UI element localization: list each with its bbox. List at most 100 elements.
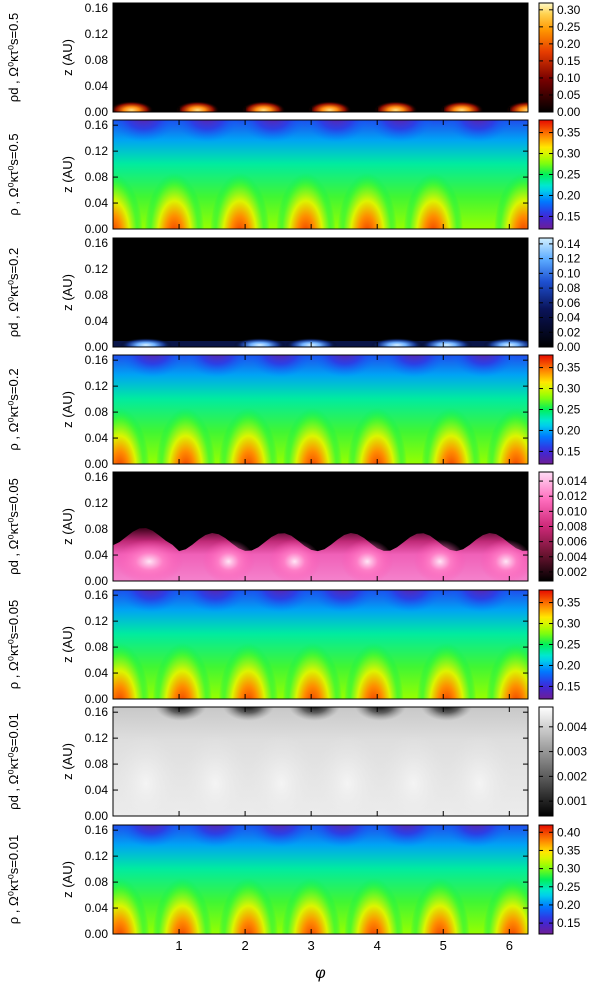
x-tick-label: 3 <box>308 938 315 953</box>
dust-peak <box>241 101 286 112</box>
density-peak <box>152 878 213 934</box>
colorbar-tick-label: 0.40 <box>557 825 581 839</box>
heatmap-2 <box>113 120 528 229</box>
density-trough <box>442 825 510 847</box>
y-tick-label: 0.04 <box>85 783 109 797</box>
y-tick-label: 0.04 <box>85 666 109 680</box>
colorbar-tick-label: 0.35 <box>557 843 581 857</box>
x-tick-label: 6 <box>506 938 513 953</box>
density-trough <box>117 590 185 612</box>
colorbar-tick-label: 0.25 <box>557 880 581 894</box>
colorbar-tick-label: 0.10 <box>557 71 581 85</box>
colorbar-tick-label: 0.15 <box>557 54 581 68</box>
y-tick-label: 0.08 <box>85 53 109 67</box>
colorbar-tick-label: 0.15 <box>557 916 581 930</box>
y-tick-label: 0.12 <box>85 262 109 276</box>
y-tick-label: 0.04 <box>85 196 109 210</box>
y-tick-label: 0.08 <box>85 288 109 302</box>
density-peak <box>486 643 528 699</box>
density-trough <box>113 120 178 142</box>
dust-peak <box>120 338 173 347</box>
colorbar-tick-label: 0.06 <box>557 296 581 310</box>
y-tick-label: 0.08 <box>85 640 109 654</box>
y-tick-label: 0.00 <box>85 457 109 471</box>
colorbar-tick-label: 0.25 <box>557 168 581 182</box>
x-axis-label: φ <box>315 965 325 982</box>
density-peak <box>410 878 470 934</box>
x-tick-label: 5 <box>440 938 447 953</box>
colorbar-tick-label: 0.02 <box>557 325 581 339</box>
colorbar-tick-label: 0.003 <box>557 745 587 759</box>
dust-peak <box>371 338 424 347</box>
colorbar-tick-label: 0.001 <box>557 794 587 808</box>
heatmap-7 <box>113 707 528 816</box>
dust-trough <box>154 707 207 721</box>
colorbar-8: 0.15 0.20 0.25 0.30 0.35 0.40 <box>538 824 581 935</box>
dust-peak <box>175 101 220 112</box>
y-axis-label: z (AU) <box>60 626 75 663</box>
colorbar-tick-label: 0.12 <box>557 252 581 266</box>
y-tick-label: 0.12 <box>85 614 109 628</box>
colorbar-tick-label: 0.004 <box>557 720 587 734</box>
colorbar-tick-label: 0.15 <box>557 679 581 693</box>
row-label: ρd , Ω⁰κτ⁰s=0.2 <box>6 248 21 337</box>
row-label: ρd , Ω⁰κτ⁰s=0.5 <box>6 13 21 102</box>
x-tick-label: 4 <box>374 938 381 953</box>
dust-peak <box>233 338 286 347</box>
density-peak <box>282 643 343 699</box>
y-tick-label: 0.00 <box>85 927 109 941</box>
density-trough <box>246 825 314 847</box>
y-tick-label: 0.00 <box>85 692 109 706</box>
density-peak <box>276 173 336 229</box>
y-tick-label: 0.16 <box>85 823 109 837</box>
y-tick-label: 0.04 <box>85 79 109 93</box>
panel-6: 0.00 0.04 0.08 0.12 0.16 z (AU) ρ , Ω⁰κτ⁰s=0.0… <box>6 588 581 706</box>
y-tick-label: 0.08 <box>85 522 109 536</box>
density-peak <box>113 173 143 229</box>
plot-frame <box>112 706 529 817</box>
panel-2: 0.00 0.04 0.08 0.12 0.16 z (AU) ρ , Ω⁰κτ⁰s=0.5… <box>6 118 581 236</box>
y-tick-label: 0.04 <box>85 314 109 328</box>
y-axis-label: z (AU) <box>60 743 75 780</box>
colorbar-4: 0.15 0.20 0.25 0.30 0.35 <box>538 354 581 465</box>
dust-trough <box>222 707 275 721</box>
density-trough <box>449 355 518 377</box>
dust-trough <box>288 707 341 721</box>
plot-frame <box>112 2 529 113</box>
dust-peak <box>480 539 528 581</box>
y-tick-label: 0.00 <box>85 340 109 354</box>
density-peak <box>144 173 205 229</box>
dust-peak <box>505 101 528 112</box>
y-axis-label: z (AU) <box>60 861 75 898</box>
colorbar-scale <box>538 2 554 113</box>
y-tick-label: 0.12 <box>85 379 109 393</box>
plot-frame <box>112 237 529 348</box>
y-tick-label: 0.00 <box>85 222 109 236</box>
y-axis-label: z (AU) <box>60 391 75 428</box>
y-tick-label: 0.16 <box>85 353 109 367</box>
density-trough <box>239 120 307 142</box>
colorbar-7: 0.001 0.002 0.003 0.004 <box>538 706 587 817</box>
density-peak <box>218 643 279 699</box>
density-peak <box>486 408 528 464</box>
density-trough <box>181 825 249 847</box>
y-tick-label: 0.12 <box>85 27 109 41</box>
density-peak <box>209 173 270 229</box>
colorbar-tick-label: 0.10 <box>557 266 581 280</box>
density-trough <box>308 825 377 847</box>
colorbar-tick-label: 0.05 <box>557 88 581 102</box>
y-tick-label: 0.12 <box>85 144 109 158</box>
x-tick-label: 2 <box>241 938 248 953</box>
density-peak <box>281 878 342 934</box>
dust-peak <box>202 539 255 581</box>
colorbar-3: 0.000.020.040.060.080.100.120.14 <box>538 237 581 354</box>
colorbar-1: 0.00 0.05 0.10 0.15 0.20 0.25 0.30 <box>538 2 581 119</box>
plot-frame <box>112 824 529 935</box>
density-peak <box>421 408 482 464</box>
panel-7: 0.00 0.04 0.08 0.12 0.16 z (AU) ρd , Ω⁰κτ⁰s=0.… <box>6 705 587 823</box>
y-tick-label: 0.08 <box>85 170 109 184</box>
colorbar-tick-label: 0.04 <box>557 311 581 325</box>
colorbar-tick-label: 0.006 <box>557 535 587 549</box>
density-peak <box>344 878 404 934</box>
